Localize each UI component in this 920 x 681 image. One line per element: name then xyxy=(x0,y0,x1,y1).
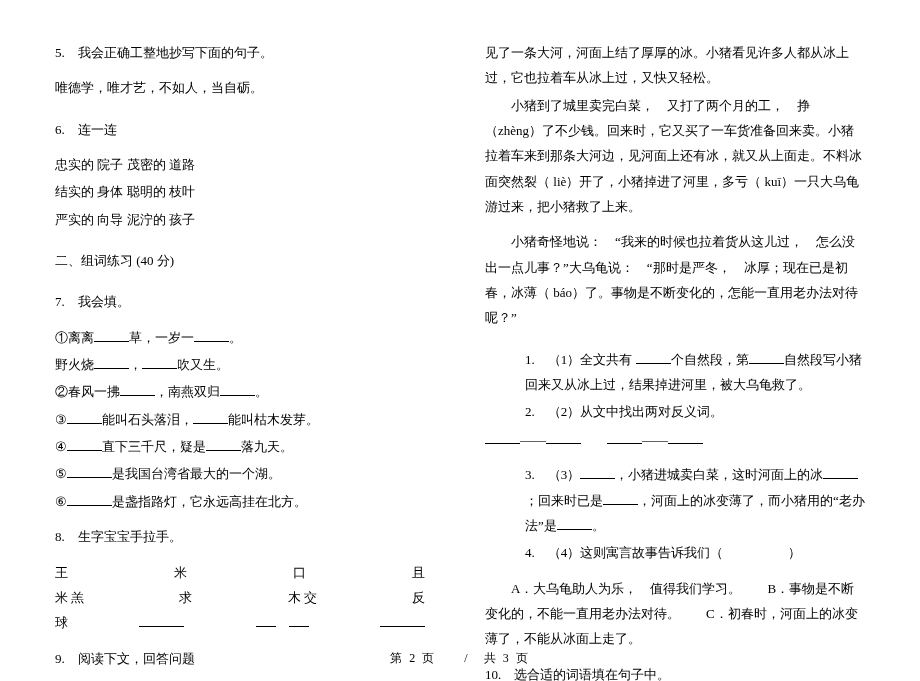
q9-sub1: 1. （1）全文共有 个自然段，第自然段写小猪回来又从冰上过，结果掉进河里，被大… xyxy=(485,347,865,398)
q7-item-4: ④直下三千尺，疑是落九天。 xyxy=(55,434,435,459)
q7-item-1b: 野火烧，吹又生。 xyxy=(55,352,435,377)
q9-options: A．大乌龟助人为乐， 值得我们学习。 B．事物是不断变化的，不能一直用老办法对待… xyxy=(485,576,865,652)
q7-item-1: ①离离草，一岁一。 xyxy=(55,325,435,350)
section-2-title: 二、组词练习 (40 分) xyxy=(55,248,435,273)
q7-item-3: ③能叫石头落泪，能叫枯木发芽。 xyxy=(55,407,435,432)
q8-row-1: 王米口且 xyxy=(55,560,435,585)
q8-row-2: 米 羔求木 交反 xyxy=(55,585,435,610)
q9-sub2-blanks: —— —— xyxy=(485,427,865,452)
q9-sub3: 3. （3），小猪进城卖白菜，这时河面上的冰；回来时已是，河面上的冰变薄了，而小… xyxy=(485,462,865,538)
q8-row-3: 球 xyxy=(55,610,435,635)
q6-row-1: 忠实的 院子 茂密的 道路 xyxy=(55,152,435,177)
q7-item-2: ②春风一拂，南燕双归。 xyxy=(55,379,435,404)
story-p2: 小猪到了城里卖完白菜， 又打了两个月的工， 挣（zhèng）了不少钱。回来时，它… xyxy=(485,93,865,220)
q7-item-6: ⑥是盏指路灯，它永远高挂在北方。 xyxy=(55,489,435,514)
q7-title: 7. 我会填。 xyxy=(55,289,435,314)
q6-row-3: 严实的 向导 泥泞的 孩子 xyxy=(55,207,435,232)
q6-title: 6. 连一连 xyxy=(55,117,435,142)
story-p3: 小猪奇怪地说： “我来的时候也拉着货从这儿过， 怎么没出一点儿事？”大乌龟说： … xyxy=(485,229,865,330)
q9-sub2: 2. （2）从文中找出两对反义词。 xyxy=(485,399,865,424)
q5-sentence: 唯德学，唯才艺，不如人，当自砺。 xyxy=(55,75,435,100)
page-footer: 第 2 页 / 共 3 页 xyxy=(0,650,920,667)
q5-title: 5. 我会正确工整地抄写下面的句子。 xyxy=(55,40,435,65)
story-p1b: 见了一条大河，河面上结了厚厚的冰。小猪看见许多人都从冰上过，它也拉着车从冰上过，… xyxy=(485,40,865,91)
q7-item-5: ⑤是我国台湾省最大的一个湖。 xyxy=(55,461,435,486)
q6-row-2: 结实的 身体 聪明的 枝叶 xyxy=(55,179,435,204)
q9-sub4: 4. （4）这则寓言故事告诉我们（ ） xyxy=(485,540,865,565)
q8-title: 8. 生字宝宝手拉手。 xyxy=(55,524,435,549)
